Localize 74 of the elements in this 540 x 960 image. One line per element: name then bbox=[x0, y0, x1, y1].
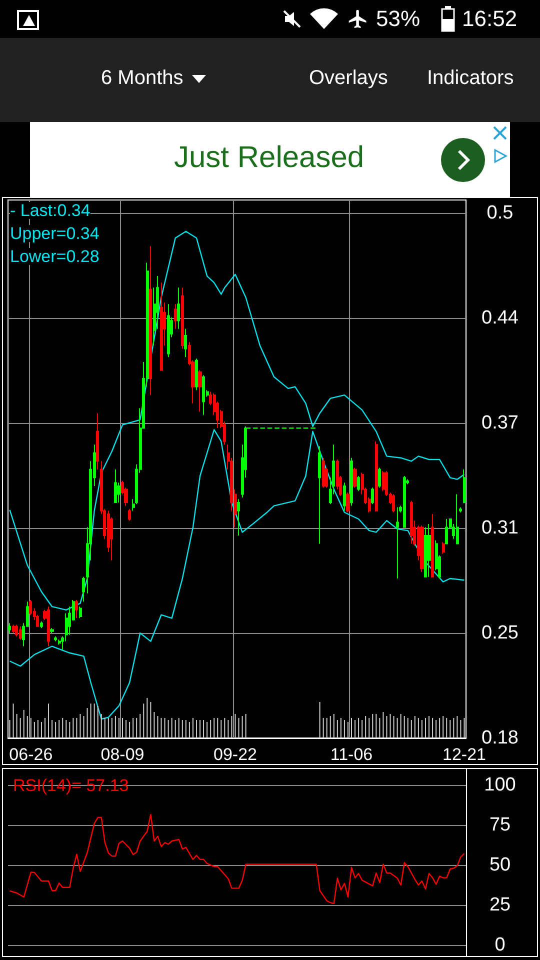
candlestick bbox=[459, 506, 462, 513]
candlestick bbox=[58, 639, 61, 646]
candlestick bbox=[128, 508, 131, 522]
candlestick bbox=[167, 304, 170, 358]
text: Just Released bbox=[174, 141, 364, 175]
candlestick bbox=[82, 576, 85, 602]
y-tick-label: 0.25 bbox=[482, 622, 518, 644]
y-tick-label: 0.37 bbox=[482, 412, 518, 434]
text: 53% bbox=[376, 6, 420, 32]
candlestick bbox=[177, 287, 180, 330]
candlestick bbox=[442, 542, 445, 554]
candlestick bbox=[322, 457, 325, 488]
candlestick bbox=[12, 624, 15, 634]
candlestick bbox=[195, 358, 198, 391]
candlestick bbox=[54, 636, 57, 642]
annotation: Upper=0.34 bbox=[10, 224, 100, 243]
x-tick-label: 11-06 bbox=[330, 745, 373, 764]
candlestick bbox=[8, 622, 11, 634]
candlestick bbox=[392, 494, 395, 513]
candlestick bbox=[353, 467, 357, 488]
y-tick-label: 75 bbox=[489, 814, 511, 836]
candlestick bbox=[15, 624, 18, 637]
annotation: Lower=0.28 bbox=[10, 247, 100, 266]
candlestick bbox=[40, 620, 43, 629]
candlestick bbox=[343, 482, 346, 512]
chart-title: RSI(14)= 57.13 bbox=[13, 776, 129, 795]
candlestick bbox=[403, 476, 406, 528]
x-tick-label: 08-09 bbox=[100, 745, 144, 764]
text: Overlays bbox=[309, 67, 388, 90]
candlestick bbox=[79, 606, 82, 619]
candlestick bbox=[237, 498, 240, 536]
candlestick bbox=[424, 526, 427, 578]
annotation: - Last:0.34 bbox=[10, 201, 90, 220]
candlestick bbox=[357, 476, 360, 492]
candlestick bbox=[114, 468, 117, 503]
y-tick-label: 0.31 bbox=[482, 518, 518, 539]
candlestick bbox=[181, 287, 184, 350]
text: 16:52 bbox=[462, 6, 518, 32]
candlestick bbox=[371, 487, 374, 505]
candlestick bbox=[375, 440, 378, 512]
candlestick bbox=[410, 500, 413, 544]
candlestick bbox=[318, 446, 321, 544]
y-tick-label: 100 bbox=[484, 774, 516, 796]
x-tick-label: 09-22 bbox=[213, 745, 257, 764]
candlestick bbox=[174, 304, 177, 330]
candlestick bbox=[445, 518, 448, 544]
candlestick bbox=[456, 494, 459, 544]
candlestick bbox=[47, 606, 50, 647]
x-tick-label: 06-26 bbox=[9, 745, 53, 764]
candlestick bbox=[184, 328, 187, 358]
candlestick bbox=[427, 523, 431, 578]
candlestick bbox=[396, 506, 399, 579]
candlestick bbox=[202, 374, 205, 416]
y-tick-label: 0 bbox=[494, 934, 506, 956]
y-tick-label: 50 bbox=[489, 854, 511, 876]
text: Indicators bbox=[427, 67, 514, 90]
y-tick-label: 0.5 bbox=[486, 202, 514, 224]
line-series bbox=[9, 814, 465, 904]
y-tick-label: 25 bbox=[489, 894, 511, 916]
candlestick bbox=[346, 492, 350, 513]
candlestick bbox=[420, 525, 424, 572]
candlestick bbox=[149, 246, 152, 396]
candlestick bbox=[463, 468, 466, 503]
candlestick bbox=[350, 457, 353, 506]
candlestick bbox=[75, 599, 78, 619]
y-tick-label: 0.44 bbox=[482, 308, 519, 329]
candlestick bbox=[19, 626, 22, 640]
candlestick bbox=[160, 282, 163, 371]
candlestick bbox=[198, 370, 202, 412]
candlestick bbox=[96, 412, 99, 470]
candlestick bbox=[50, 628, 54, 634]
candlestick bbox=[431, 514, 434, 578]
candlestick bbox=[378, 467, 381, 488]
text: 6 Months bbox=[101, 67, 184, 90]
